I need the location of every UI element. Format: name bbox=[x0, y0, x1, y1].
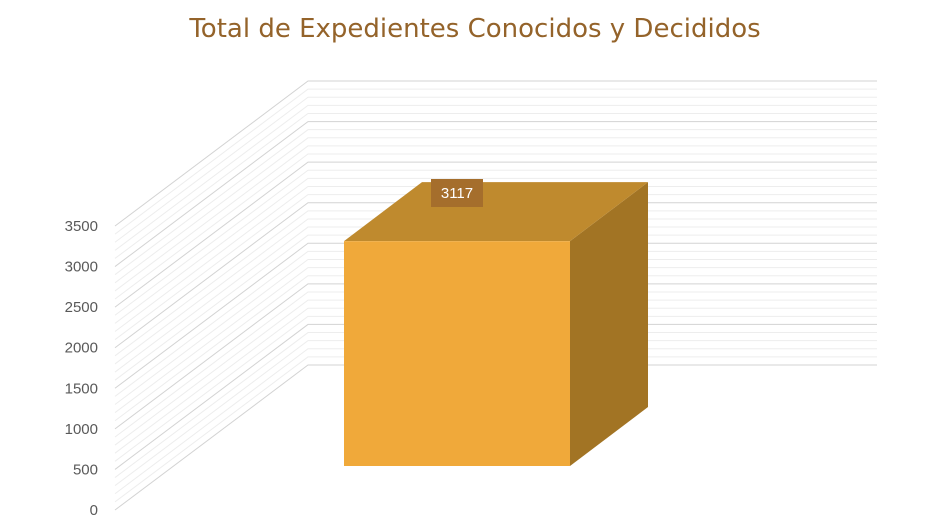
minor-gridline bbox=[114, 259, 877, 405]
minor-gridline bbox=[114, 340, 877, 487]
major-gridline bbox=[114, 283, 877, 430]
minor-gridline bbox=[114, 153, 877, 300]
y-tick-label: 1000 bbox=[65, 421, 98, 438]
minor-gridline bbox=[114, 299, 877, 446]
minor-gridline bbox=[114, 315, 877, 462]
minor-gridline bbox=[114, 112, 877, 259]
bars bbox=[344, 182, 648, 466]
data-label-box bbox=[431, 179, 483, 207]
major-gridline bbox=[114, 202, 877, 349]
bar-side-face bbox=[570, 182, 648, 466]
y-tick-label: 3500 bbox=[65, 218, 98, 235]
major-gridline bbox=[114, 161, 877, 308]
y-tick-label: 0 bbox=[90, 502, 98, 519]
minor-gridline bbox=[114, 307, 877, 454]
y-tick-label: 3000 bbox=[65, 259, 98, 276]
minor-gridline bbox=[114, 291, 877, 438]
minor-gridline bbox=[114, 250, 877, 397]
minor-gridline bbox=[114, 356, 877, 503]
minor-gridline bbox=[114, 129, 877, 276]
minor-gridline bbox=[114, 194, 877, 340]
minor-gridline bbox=[114, 104, 877, 251]
y-tick-label: 1500 bbox=[65, 380, 98, 397]
y-axis-tick-labels: 0 500 1000 1500 2000 2500 3000 3500 bbox=[65, 218, 98, 519]
y-tick-label: 500 bbox=[73, 461, 98, 478]
y-tick-label: 2000 bbox=[65, 340, 98, 357]
minor-gridline bbox=[114, 88, 877, 235]
minor-gridline bbox=[114, 275, 877, 422]
minor-gridline bbox=[114, 210, 877, 357]
bar-top-face bbox=[344, 182, 648, 242]
chart-title: Total de Expedientes Conocidos y Decidid… bbox=[189, 14, 761, 44]
data-labels: 3117 bbox=[431, 179, 483, 207]
minor-gridline bbox=[114, 226, 877, 373]
bar bbox=[344, 241, 570, 466]
minor-gridline bbox=[114, 169, 877, 316]
minor-gridline bbox=[114, 267, 877, 414]
minor-gridline bbox=[114, 96, 877, 243]
major-gridline bbox=[114, 242, 877, 389]
major-gridline bbox=[114, 364, 877, 511]
major-gridline bbox=[114, 323, 877, 470]
minor-gridline bbox=[114, 185, 877, 332]
y-tick-label: 2500 bbox=[65, 299, 98, 316]
major-gridline bbox=[114, 80, 877, 227]
minor-gridline bbox=[114, 145, 877, 292]
minor-gridline bbox=[114, 234, 877, 381]
minor-gridline bbox=[114, 332, 877, 478]
minor-gridline bbox=[114, 218, 877, 365]
minor-gridline bbox=[114, 348, 877, 495]
minor-gridline bbox=[114, 137, 877, 284]
gridlines bbox=[114, 80, 877, 511]
major-gridline bbox=[114, 121, 877, 267]
minor-gridline bbox=[114, 177, 877, 324]
data-label: 3117 bbox=[441, 185, 473, 202]
